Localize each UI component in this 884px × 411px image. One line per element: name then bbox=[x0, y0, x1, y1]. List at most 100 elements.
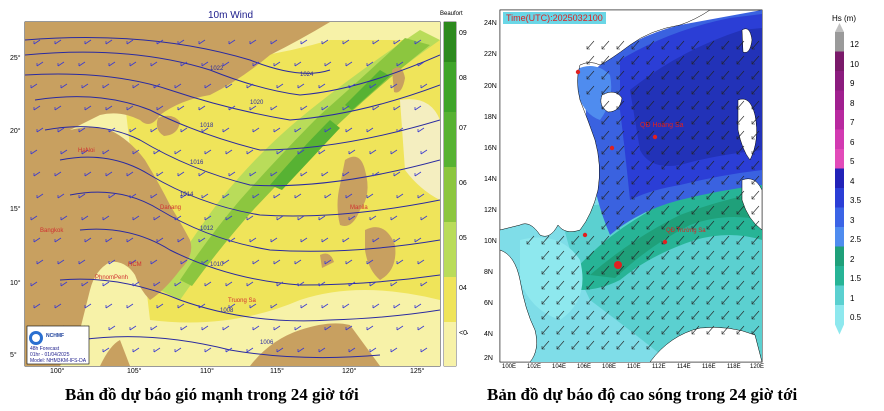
wind-barb bbox=[84, 237, 92, 243]
wave-arrow bbox=[601, 100, 610, 110]
wave-legend-title: Hs (m) bbox=[832, 14, 856, 23]
wave-arrow bbox=[631, 85, 640, 95]
lon-label: 100E bbox=[502, 364, 517, 370]
wave-arrow bbox=[661, 280, 670, 290]
wave-arrow bbox=[706, 145, 715, 155]
wave-level-4: 7 bbox=[850, 118, 855, 127]
wave-arrow bbox=[721, 85, 730, 95]
wave-arrow bbox=[706, 40, 715, 50]
wind-barb bbox=[348, 347, 356, 353]
wind-barb bbox=[276, 347, 284, 353]
wind-barb bbox=[318, 149, 326, 155]
wind-barb bbox=[270, 303, 278, 309]
wind-barb bbox=[318, 215, 326, 221]
wind-barb bbox=[228, 171, 236, 177]
wind-barb bbox=[174, 347, 182, 353]
wind-barb bbox=[345, 325, 353, 331]
wave-arrow bbox=[706, 130, 715, 140]
wind-zone-level-7 bbox=[180, 38, 430, 286]
wave-arrow bbox=[721, 100, 730, 110]
wind-barb bbox=[228, 237, 236, 243]
wind-barb bbox=[180, 61, 188, 67]
wave-arrow bbox=[676, 55, 685, 65]
wind-barb bbox=[345, 259, 353, 265]
forecast-info-box bbox=[26, 325, 90, 365]
wave-arrow bbox=[661, 325, 670, 335]
wave-arrow bbox=[646, 250, 655, 260]
wind-barb bbox=[297, 215, 305, 221]
wave-arrow bbox=[631, 130, 640, 140]
wind-barb bbox=[225, 83, 233, 89]
wave-arrow bbox=[586, 85, 595, 95]
wind-barb bbox=[84, 303, 92, 309]
wind-barb bbox=[156, 237, 164, 243]
wind-barb bbox=[201, 61, 209, 67]
wave-arrow bbox=[631, 325, 640, 335]
wave-arrow bbox=[571, 340, 580, 350]
place-label: Manila bbox=[350, 205, 368, 211]
wave-arrow bbox=[646, 265, 655, 275]
lat-label: 6N bbox=[484, 300, 493, 307]
wind-barb bbox=[126, 237, 134, 243]
wave-arrow bbox=[601, 145, 610, 155]
wave-legend-swatch bbox=[835, 110, 844, 130]
wind-barb bbox=[108, 325, 116, 331]
wave-arrow bbox=[751, 85, 760, 95]
isobar-lines bbox=[25, 37, 440, 359]
wind-barb bbox=[30, 281, 38, 287]
wave-level-0: 12 bbox=[850, 40, 859, 49]
wind-barb bbox=[180, 193, 188, 199]
wave-arrow bbox=[721, 250, 730, 260]
wind-barb bbox=[252, 193, 260, 199]
wind-barb bbox=[105, 303, 113, 309]
wind-barb bbox=[396, 193, 404, 199]
wave-arrow bbox=[631, 40, 640, 50]
wave-arrow bbox=[661, 205, 670, 215]
wind-map bbox=[24, 21, 457, 367]
wave-legend-swatch bbox=[835, 32, 844, 52]
wind-barb bbox=[30, 83, 38, 89]
wind-barb bbox=[33, 105, 41, 111]
beaufort-level-0: 09 bbox=[459, 30, 467, 37]
wind-barb bbox=[417, 259, 425, 265]
wind-barb bbox=[417, 127, 425, 133]
beaufort-level-3: 06 bbox=[459, 180, 467, 187]
wave-arrow bbox=[676, 160, 685, 170]
wind-barb bbox=[270, 39, 278, 45]
wave-arrow bbox=[706, 70, 715, 80]
wind-barb bbox=[294, 127, 302, 133]
wave-arrow bbox=[616, 325, 625, 335]
place-label: Bangkok bbox=[40, 228, 64, 234]
wave-arrow bbox=[736, 100, 745, 110]
land-indochina bbox=[25, 127, 192, 366]
wind-barb bbox=[180, 259, 188, 265]
wave-arrow bbox=[706, 205, 715, 215]
wave-arrow bbox=[751, 220, 760, 230]
wind-barb bbox=[33, 171, 41, 177]
wave-arrow bbox=[676, 145, 685, 155]
info-line-2: 01hr - 01/04/2025 bbox=[30, 352, 70, 358]
wind-barb bbox=[366, 325, 374, 331]
wind-barb bbox=[174, 149, 182, 155]
wave-arrow bbox=[601, 265, 610, 275]
wind-barb bbox=[417, 193, 425, 199]
wind-barb bbox=[372, 237, 380, 243]
wave-level-9: 3 bbox=[850, 215, 855, 225]
wave-arrow bbox=[646, 295, 655, 305]
lat-label: 12N bbox=[484, 207, 497, 214]
wave-arrow bbox=[646, 280, 655, 290]
wind-barb bbox=[300, 39, 308, 45]
wave-arrow bbox=[676, 40, 685, 50]
wind-barb bbox=[222, 193, 230, 199]
place-label: PhnomPenh bbox=[95, 275, 129, 281]
wind-barb bbox=[342, 171, 350, 177]
wave-arrow bbox=[751, 205, 760, 215]
wave-direction-arrows bbox=[526, 40, 760, 350]
wave-arrow bbox=[601, 340, 610, 350]
wave-arrow bbox=[721, 280, 730, 290]
lat-label: 25° bbox=[10, 55, 21, 62]
wave-arrow bbox=[661, 70, 670, 80]
wave-arrow bbox=[631, 340, 640, 350]
lon-label: 115° bbox=[270, 368, 284, 375]
lat-label: 10N bbox=[484, 238, 497, 245]
